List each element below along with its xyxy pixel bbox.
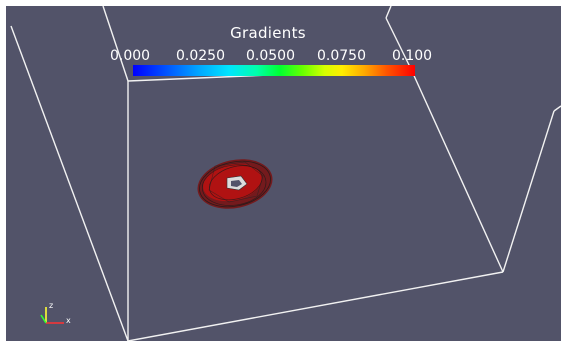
isosurface [197, 159, 273, 209]
render-viewport[interactable]: Gradients 0.000 0.0250 0.0500 0.0750 0.1… [6, 6, 561, 341]
axis-z-label: z [49, 301, 54, 310]
colorbar-gradient [133, 65, 415, 76]
scalar-bar-tick: 0.0500 [246, 48, 295, 64]
orientation-axes-icon: z x [36, 301, 80, 327]
axis-x-label: x [66, 316, 71, 325]
scalar-bar-tick: 0.0250 [176, 48, 225, 64]
bounding-box [10, 6, 561, 341]
scalar-bar-tick: 0.000 [110, 48, 151, 64]
scalar-bar-tick: 0.100 [392, 48, 433, 64]
scalar-bar-tick: 0.0750 [317, 48, 366, 64]
scalar-bar-title: Gradients [230, 24, 306, 42]
